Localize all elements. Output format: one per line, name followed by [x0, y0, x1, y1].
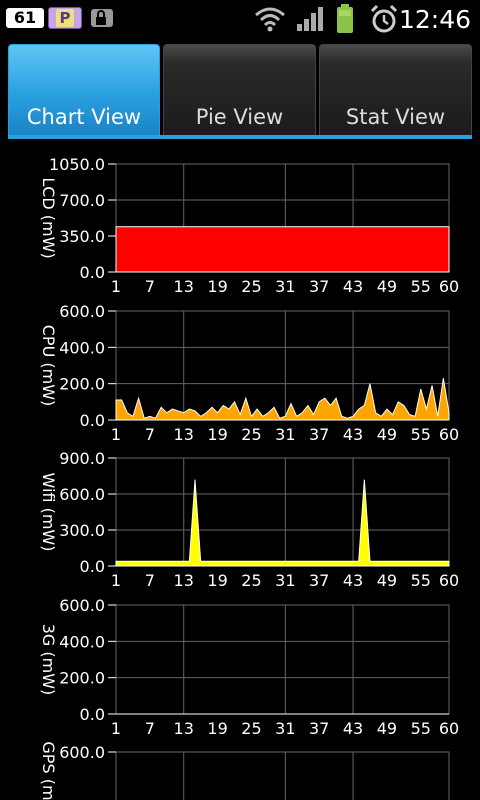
y-tick-label: 400.0 [59, 338, 105, 357]
notification-count: 61 [13, 8, 37, 27]
x-tick-label: 7 [145, 719, 155, 738]
y-tick-label: 700.0 [59, 191, 105, 210]
alarm-icon [370, 4, 398, 33]
clock: 12:46 [398, 5, 471, 34]
x-tick-label: 25 [241, 277, 261, 296]
tab-label: Stat View [345, 105, 446, 129]
x-tick-label: 31 [275, 277, 295, 296]
x-tick-label: 25 [241, 571, 261, 590]
parking-app-icon: P [48, 7, 82, 29]
x-tick-label: 43 [343, 571, 363, 590]
chart-panel: 0.0 300.0 600.0 900.0 1 7 13 19 25 31 37 43 49 55 60 Wi… [39, 449, 459, 590]
tab-pie-view[interactable]: Pie View [163, 44, 316, 136]
y-tick-label: 900.0 [59, 449, 105, 468]
x-tick-label: 60 [439, 571, 459, 590]
chart-panel: 0.0 200.0 400.0 600.0 1 7 13 19 25 31 37 43 49 55 60 3G… [39, 596, 459, 738]
x-tick-label: 31 [275, 719, 295, 738]
x-tick-label: 43 [343, 277, 363, 296]
tab-indicator [8, 135, 472, 139]
y-tick-label: 600.0 [59, 302, 105, 321]
x-tick-label: 60 [439, 719, 459, 738]
y-axis-label: 3G (mW) [39, 624, 58, 696]
series-area [115, 226, 450, 273]
tab-bar: Chart View Pie View Stat View [8, 44, 472, 136]
x-tick-label: 13 [174, 425, 194, 444]
tab-chart-view[interactable]: Chart View [8, 44, 160, 136]
x-tick-label: 1 [111, 425, 121, 444]
x-tick-label: 19 [207, 719, 227, 738]
x-tick-label: 25 [241, 425, 261, 444]
notification-badge: P [56, 9, 74, 27]
y-axis-label: CPU (mW) [39, 325, 58, 407]
tab-label: Chart View [26, 105, 142, 129]
series-area [115, 479, 450, 567]
y-tick-label: 0.0 [80, 411, 105, 430]
status-bar: 61 P 12:46 [0, 0, 480, 38]
y-tick-label: 600.0 [59, 743, 105, 762]
battery-icon [337, 4, 353, 33]
y-tick-label: 200.0 [59, 669, 105, 688]
x-tick-label: 1 [111, 719, 121, 738]
signal-icon [297, 7, 323, 31]
x-tick-label: 13 [174, 719, 194, 738]
y-axis-label: GPS (mW) [39, 741, 58, 800]
x-tick-label: 37 [309, 571, 329, 590]
y-tick-label: 200.0 [59, 375, 105, 394]
y-axis-label: Wifi (mW) [39, 473, 58, 552]
x-tick-label: 13 [174, 277, 194, 296]
x-tick-label: 55 [411, 277, 431, 296]
x-tick-label: 31 [275, 425, 295, 444]
x-tick-label: 37 [309, 719, 329, 738]
series-area [115, 378, 450, 421]
plot-area [115, 604, 450, 715]
y-tick-label: 400.0 [59, 632, 105, 651]
x-tick-label: 1 [111, 277, 121, 296]
x-tick-label: 37 [309, 425, 329, 444]
x-tick-label: 55 [411, 425, 431, 444]
y-tick-label: 0.0 [80, 705, 105, 724]
x-tick-label: 37 [309, 277, 329, 296]
y-axis-label: LCD (mW) [39, 177, 58, 258]
y-tick-label: 300.0 [59, 521, 105, 540]
y-tick-label: 600.0 [59, 485, 105, 504]
wifi-icon [255, 7, 285, 32]
y-tick-label: 0.0 [80, 263, 105, 282]
y-tick-label: 350.0 [59, 227, 105, 246]
x-tick-label: 43 [343, 425, 363, 444]
tab-label: Pie View [195, 105, 284, 129]
y-tick-label: 1050.0 [49, 155, 105, 174]
chart-panel: 0.0 200.0 400.0 600.0 1 7 13 19 25 31 37 43 49 55 60 CP… [39, 302, 459, 444]
x-tick-label: 49 [377, 277, 397, 296]
x-tick-label: 55 [411, 719, 431, 738]
x-tick-label: 49 [377, 719, 397, 738]
plot-area [115, 457, 450, 567]
x-tick-label: 1 [111, 571, 121, 590]
x-tick-label: 25 [241, 719, 261, 738]
x-tick-label: 19 [207, 571, 227, 590]
tab-stat-view[interactable]: Stat View [319, 44, 472, 136]
x-tick-label: 31 [275, 571, 295, 590]
x-tick-label: 43 [343, 719, 363, 738]
x-tick-label: 7 [145, 571, 155, 590]
x-tick-label: 49 [377, 571, 397, 590]
x-tick-label: 60 [439, 277, 459, 296]
x-tick-label: 19 [207, 277, 227, 296]
x-tick-label: 7 [145, 425, 155, 444]
lock-icon [91, 9, 113, 27]
x-tick-label: 60 [439, 425, 459, 444]
chart-panel: 0.0 350.0 700.0 1050.0 1 7 13 19 25 31 37 43 49 55 60 L… [39, 155, 459, 296]
plot-area [115, 751, 450, 800]
notification-count-icon: 61 [6, 8, 44, 28]
x-tick-label: 19 [207, 425, 227, 444]
x-tick-label: 55 [411, 571, 431, 590]
x-tick-label: 7 [145, 277, 155, 296]
power-charts: 0.0 350.0 700.0 1050.0 1 7 13 19 25 31 37 43 49 55 60 L… [39, 155, 459, 800]
x-tick-label: 13 [174, 571, 194, 590]
y-tick-label: 0.0 [80, 557, 105, 576]
y-tick-label: 600.0 [59, 596, 105, 615]
x-tick-label: 49 [377, 425, 397, 444]
